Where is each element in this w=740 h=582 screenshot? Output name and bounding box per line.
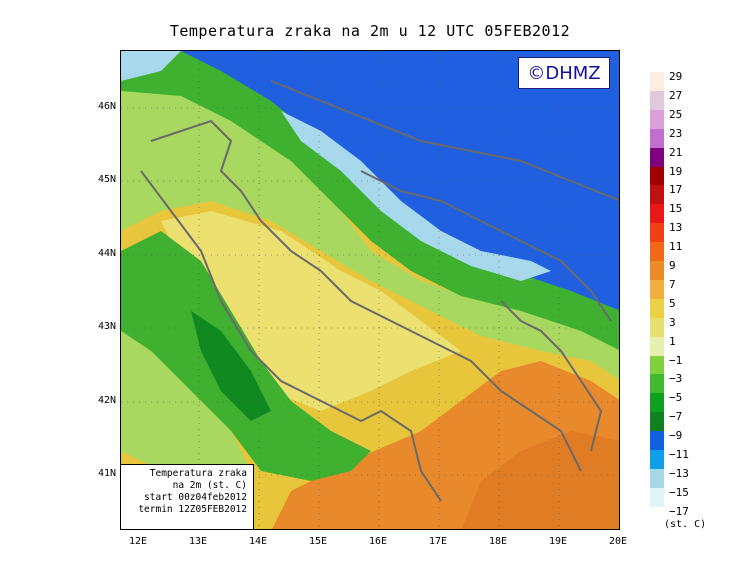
legend-swatch (650, 298, 664, 319)
lon-label: 15E (308, 536, 328, 547)
lon-label: 17E (428, 536, 448, 547)
lon-label: 16E (368, 536, 388, 547)
border-north (270, 80, 619, 202)
temperature-map (120, 50, 620, 530)
legend-label: 7 (669, 277, 676, 291)
border-balkans (500, 300, 603, 452)
lat-label: 44N (97, 248, 116, 259)
legend-label: 21 (669, 145, 683, 159)
lon-label: 12E (128, 536, 148, 547)
legend-label: 15 (669, 202, 683, 216)
legend-label: 5 (669, 296, 676, 310)
legend-label: −9 (669, 429, 683, 443)
legend-swatch (650, 204, 664, 224)
legend-label: 3 (669, 315, 676, 329)
legend-swatch (650, 393, 664, 413)
legend-swatch (650, 261, 664, 281)
field-neg7-neg5 (191, 311, 271, 421)
info-line-4: termin 12Z05FEB2012 (138, 504, 247, 515)
legend-swatch (650, 223, 664, 243)
legend-label: −17 (669, 504, 689, 518)
legend-swatch (650, 279, 664, 300)
legend-swatch (650, 355, 664, 375)
legend-label: 23 (669, 126, 683, 140)
coastline-italy (140, 170, 442, 502)
legend-label: 1 (669, 334, 676, 348)
map-canvas (121, 51, 619, 529)
field-neg1-1 (121, 81, 619, 380)
field-9-11 (461, 431, 619, 529)
lat-label: 42N (97, 395, 116, 406)
legend-swatch (650, 468, 664, 489)
info-line-1: Temperatura zraka (149, 468, 247, 479)
legend-label: −15 (669, 485, 689, 499)
field-neg13-neg11 (281, 111, 551, 281)
lat-label: 46N (97, 101, 116, 112)
coastline-adriatic-east (150, 119, 582, 472)
legend-label: 29 (669, 70, 683, 83)
legend-label: 27 (669, 88, 683, 102)
legend-swatch (650, 242, 664, 262)
lon-label: 14E (248, 536, 268, 547)
lon-label: 19E (548, 536, 568, 547)
legend-swatch (650, 431, 664, 451)
border-croatia-bosnia (360, 170, 612, 322)
field-neg3-neg1 (121, 231, 371, 481)
legend-label: 19 (669, 164, 683, 178)
lon-label: 18E (488, 536, 508, 547)
legend-label: 9 (669, 259, 676, 272)
legend-label: −1 (669, 353, 683, 367)
field-neg1-1-south (121, 331, 251, 491)
legend-unit: (st. C) (664, 519, 707, 530)
legend-swatch (650, 317, 664, 338)
legend-label: −7 (669, 410, 683, 424)
lat-label: 43N (97, 321, 116, 332)
legend-swatch (650, 90, 664, 111)
legend-label: 17 (669, 183, 683, 197)
field-neg13-nw (121, 51, 181, 81)
field-1-3 (161, 211, 461, 411)
legend-label: −5 (669, 391, 683, 405)
legend-swatch (650, 166, 664, 186)
legend-swatch (650, 374, 664, 394)
legend-swatch (650, 412, 664, 432)
dhmz-logo: ©DHMZ (518, 57, 610, 89)
map-title: Temperatura zraka na 2m u 12 UTC 05FEB20… (169, 22, 571, 40)
legend-swatch (650, 109, 664, 130)
legend-swatch (650, 147, 664, 167)
legend-label: 13 (669, 221, 683, 235)
legend-swatch (650, 72, 664, 92)
lat-label: 45N (97, 174, 116, 185)
lon-label: 20E (608, 536, 628, 547)
info-line-2: na 2m (st. C) (172, 480, 247, 491)
legend-label: −13 (669, 466, 689, 480)
legend-label: −11 (669, 448, 689, 461)
legend-label: 11 (669, 240, 683, 254)
legend-swatch (650, 506, 664, 527)
legend-label: 25 (669, 107, 683, 121)
legend-label: −3 (669, 372, 683, 386)
legend-swatch (650, 128, 664, 149)
info-line-3: start 00z04feb2012 (144, 492, 247, 503)
map-info-box: Temperatura zraka na 2m (st. C) start 00… (120, 464, 254, 530)
lat-label: 41N (97, 468, 116, 479)
legend-swatch (650, 450, 664, 470)
legend-swatch (650, 336, 664, 356)
legend-swatch (650, 185, 664, 205)
legend-swatch (650, 487, 664, 508)
graticule (121, 51, 619, 529)
lon-label: 13E (188, 536, 208, 547)
